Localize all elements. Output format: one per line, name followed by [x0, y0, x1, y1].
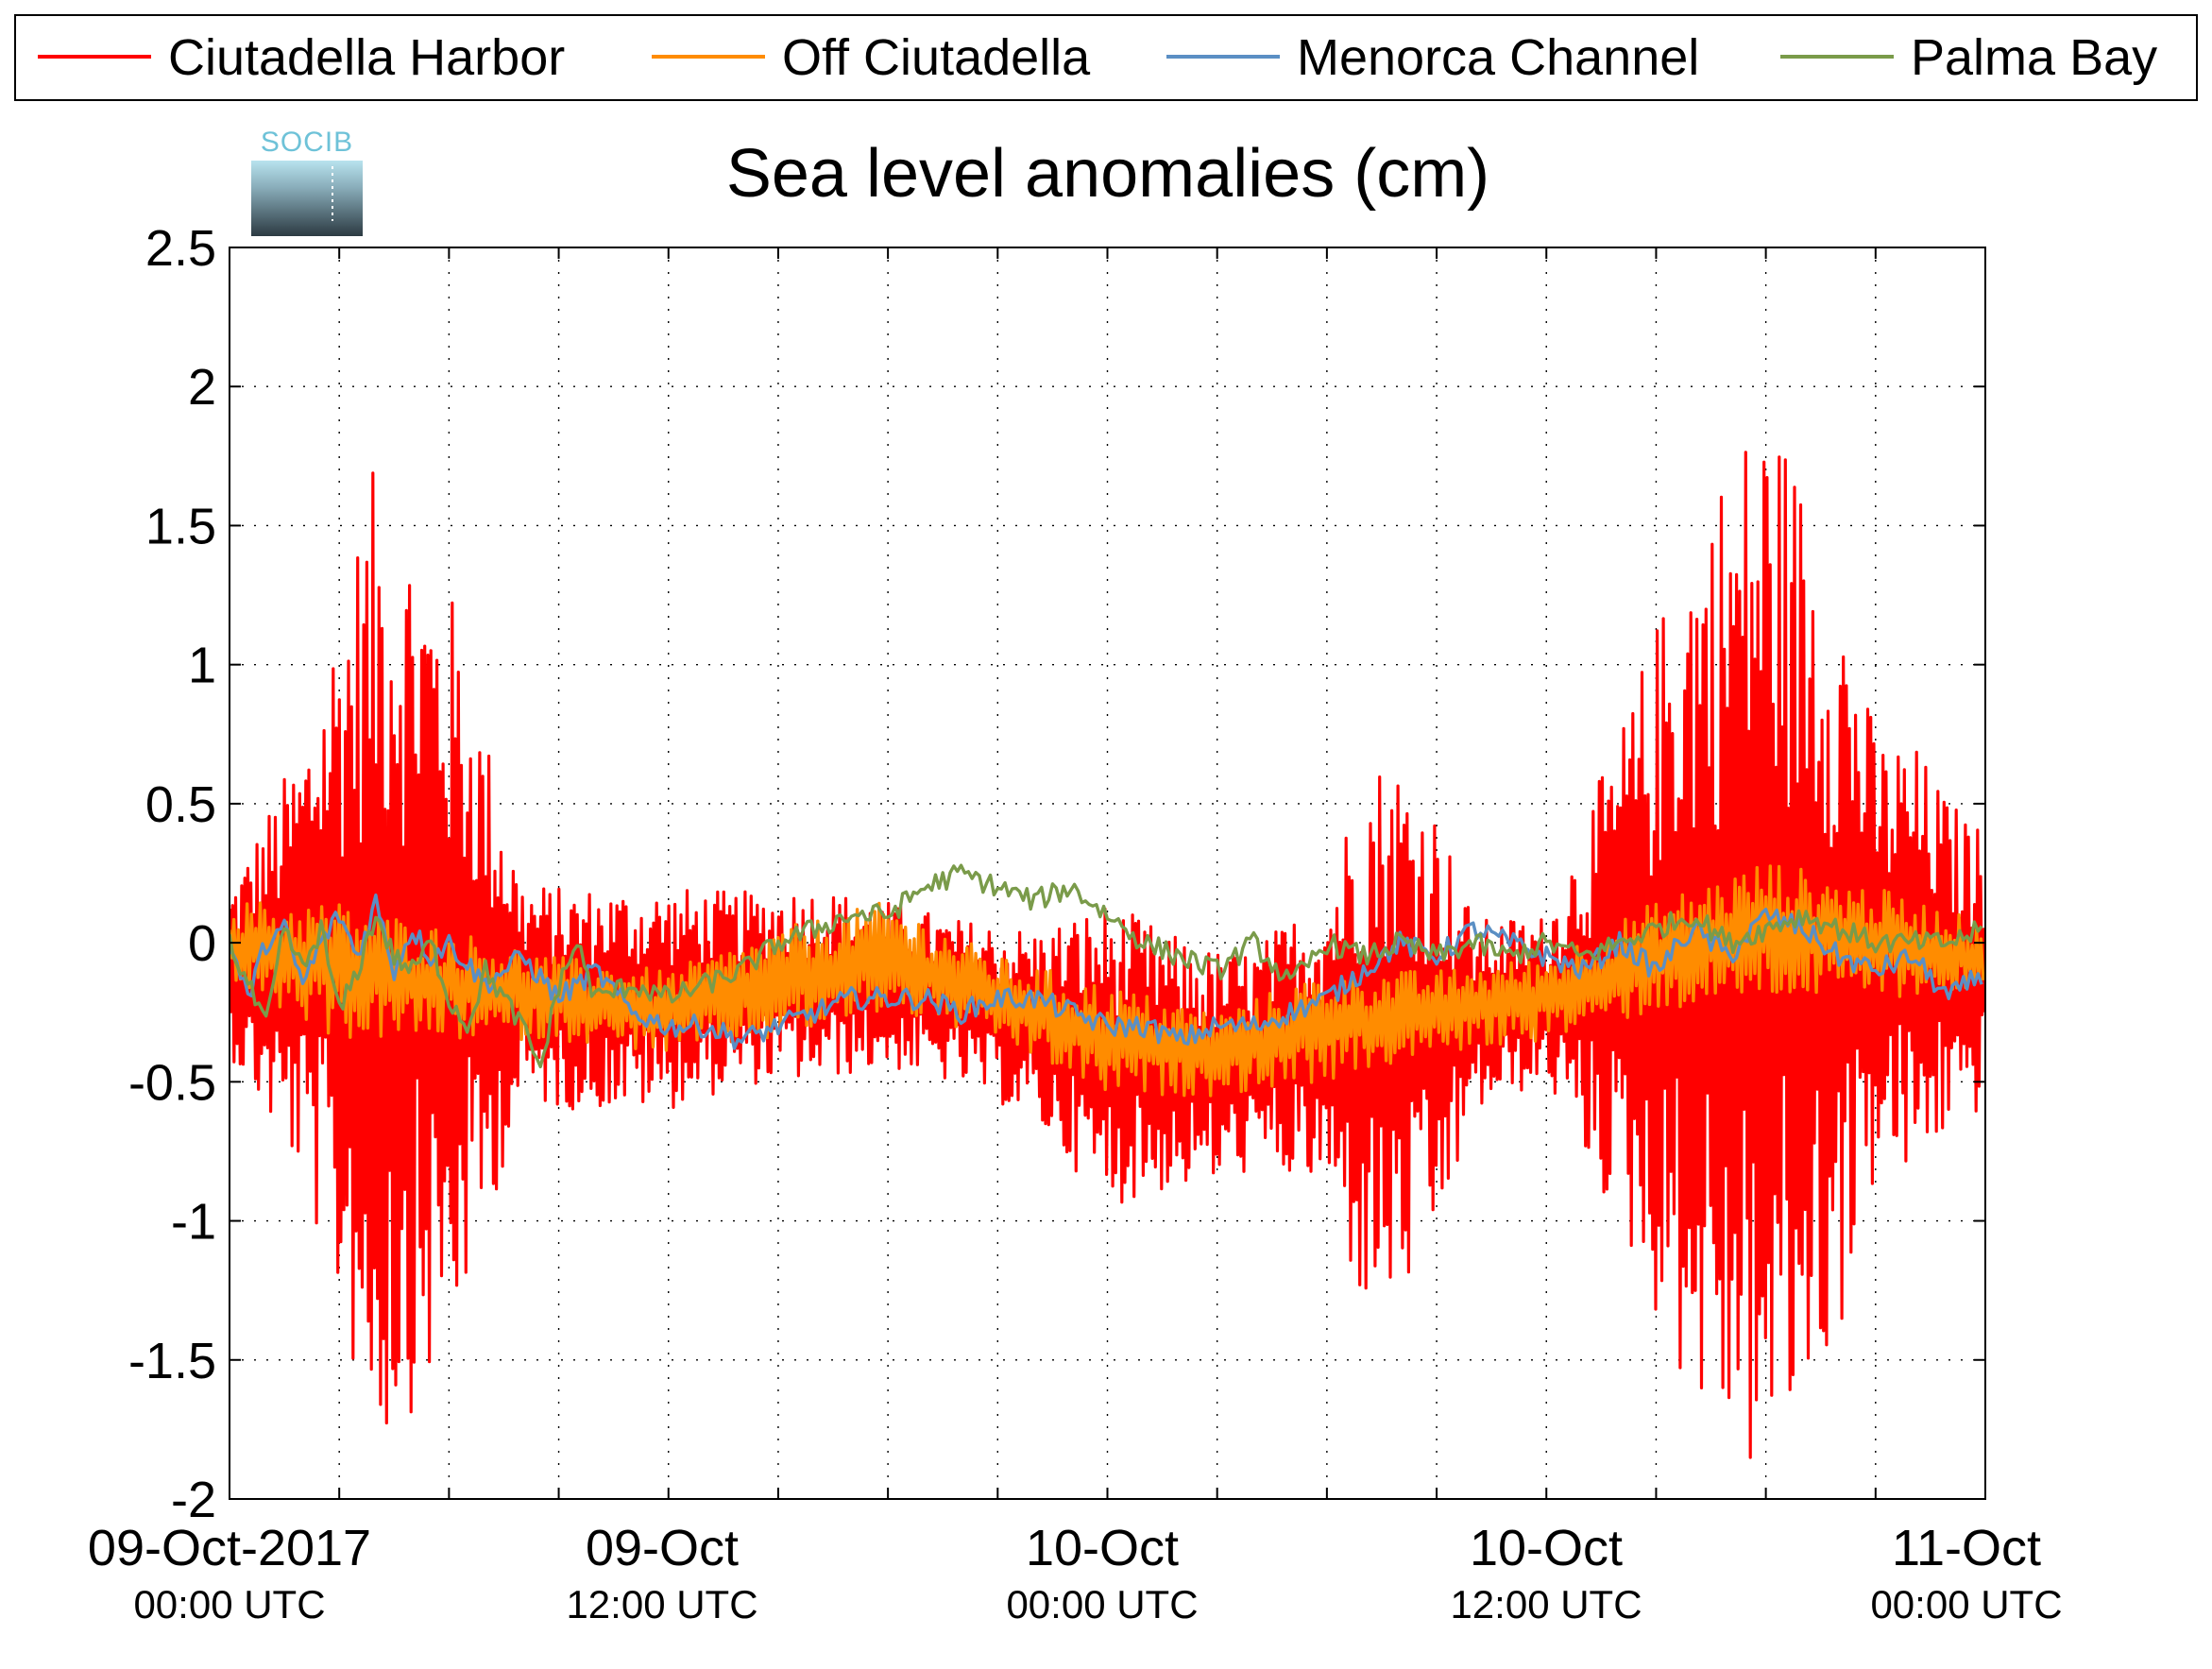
y-tick-label: -2 — [171, 1472, 216, 1528]
y-tick-label: -1 — [171, 1194, 216, 1251]
x-tick-label-time: 12:00 UTC — [566, 1582, 757, 1626]
series-line-menorca-channel — [230, 893, 1983, 1050]
legend: Ciutadella Harbor Off Ciutadella Menorca C… — [14, 14, 2198, 101]
x-tick-label-date: 10-Oct — [1470, 1520, 1623, 1576]
x-tick-label-date: 09-Oct — [586, 1520, 739, 1576]
y-tick-label: -0.5 — [128, 1054, 216, 1111]
socib-logo: SOCIB — [251, 127, 363, 236]
legend-item: Menorca Channel — [1166, 29, 1699, 86]
plot-area: 2.5 2 1.5 1 0.5 0 -0.5 -1 -1.5 -209-Oct-2017 00:00… — [88, 220, 2063, 1626]
y-tick-labels: 2.5 2 1.5 1 0.5 0 -0.5 -1 -1.5 -2 — [128, 220, 216, 1528]
legend-item: Ciutadella Harbor — [38, 29, 565, 86]
series-group — [230, 451, 1985, 1459]
x-tick-label-date: 11-Oct — [1892, 1520, 2041, 1576]
legend-label: Off Ciutadella — [782, 29, 1091, 86]
x-tick-label-date: 10-Oct — [1026, 1520, 1179, 1576]
series-line-off-ciutadella — [230, 864, 1985, 1098]
logo-water-block — [251, 161, 363, 236]
series-line-ciutadella-harbor — [230, 451, 1985, 1459]
y-tick-label: 1.5 — [145, 498, 216, 554]
y-tick-label: 0.5 — [145, 776, 216, 833]
y-tick-label: 0 — [188, 915, 216, 972]
chart-title: Sea level anomalies (cm) — [726, 136, 1489, 212]
x-tick-label-time: 00:00 UTC — [133, 1582, 325, 1626]
series-line-palma-bay — [230, 863, 1983, 1068]
legend-item: Off Ciutadella — [652, 29, 1091, 86]
x-tick-labels: 09-Oct-2017 00:00 UTC 09-Oct 12:00 UTC 10-Oc… — [88, 1520, 2063, 1626]
x-tick-label-time: 00:00 UTC — [1870, 1582, 2062, 1626]
legend-label: Ciutadella Harbor — [168, 29, 565, 86]
legend-item: Palma Bay — [1780, 29, 2157, 86]
y-tick-label: -1.5 — [128, 1333, 216, 1389]
tick-marks — [230, 247, 1985, 1500]
x-tick-label-time: 00:00 UTC — [1006, 1582, 1198, 1626]
legend-label: Palma Bay — [1911, 29, 2157, 86]
y-tick-label: 2.5 — [145, 220, 216, 277]
x-tick-label-time: 12:00 UTC — [1450, 1582, 1642, 1626]
legend-label: Menorca Channel — [1297, 29, 1699, 86]
x-tick-label-date: 09-Oct-2017 — [88, 1520, 371, 1576]
logo-text: SOCIB — [261, 127, 353, 158]
y-tick-label: 2 — [188, 359, 216, 416]
y-tick-label: 1 — [188, 638, 216, 694]
